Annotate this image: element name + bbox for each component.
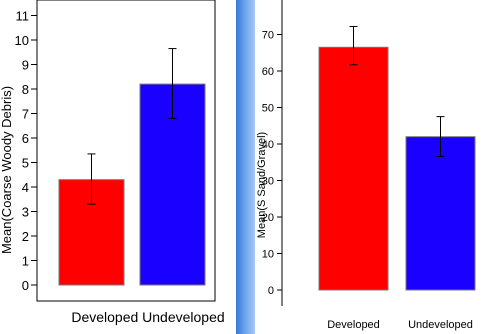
- y-tick-label: 10: [15, 33, 29, 48]
- window-divider: [236, 0, 255, 334]
- y-axis-label: Mean(S Sand/Gravel): [256, 132, 268, 238]
- y-tick-label: 7: [22, 107, 29, 122]
- y-tick-label: 11: [16, 9, 30, 24]
- y-tick-label: 40: [262, 139, 274, 151]
- y-tick-label: 70: [262, 30, 274, 42]
- chart-sand-gravel: 0 10 20 30 40 50 60 70 Developed Undeveloped Mean(…: [256, 0, 476, 331]
- y-tick-label: 8: [22, 82, 29, 97]
- bar-developed: [318, 46, 389, 291]
- y-tick-label: 4: [22, 180, 29, 195]
- x-tick-label-developed: Developed: [327, 319, 380, 331]
- y-axis-label: Mean(Coarse Woody Debris): [0, 86, 14, 254]
- y-tick-label: 20: [262, 212, 274, 224]
- y-tick-label: 50: [262, 103, 274, 115]
- y-tick-label: 2: [22, 229, 29, 244]
- y-tick-label: 30: [262, 176, 274, 188]
- y-tick-label: 5: [22, 156, 29, 171]
- bar-undeveloped: [405, 136, 476, 291]
- x-tick-label-undeveloped: Undeveloped: [408, 319, 473, 331]
- y-tick-label: 1: [22, 254, 29, 269]
- plot-frame: [36, 0, 216, 302]
- chart-coarse-woody-debris: 0 1 2 3 4 5 6 7 8 9 10 11 Developed Undeveloped Mean(…: [0, 0, 225, 325]
- y-tick-label: 60: [262, 66, 274, 78]
- y-tick-label: 0: [268, 285, 274, 297]
- y-tick-label: 9: [22, 58, 29, 73]
- x-axis-labels: Developed Undeveloped: [71, 309, 224, 325]
- y-tick-label: 6: [22, 131, 29, 146]
- y-tick-label: 3: [22, 205, 29, 220]
- y-tick-label: 10: [262, 249, 274, 261]
- y-tick-label: 0: [22, 278, 29, 293]
